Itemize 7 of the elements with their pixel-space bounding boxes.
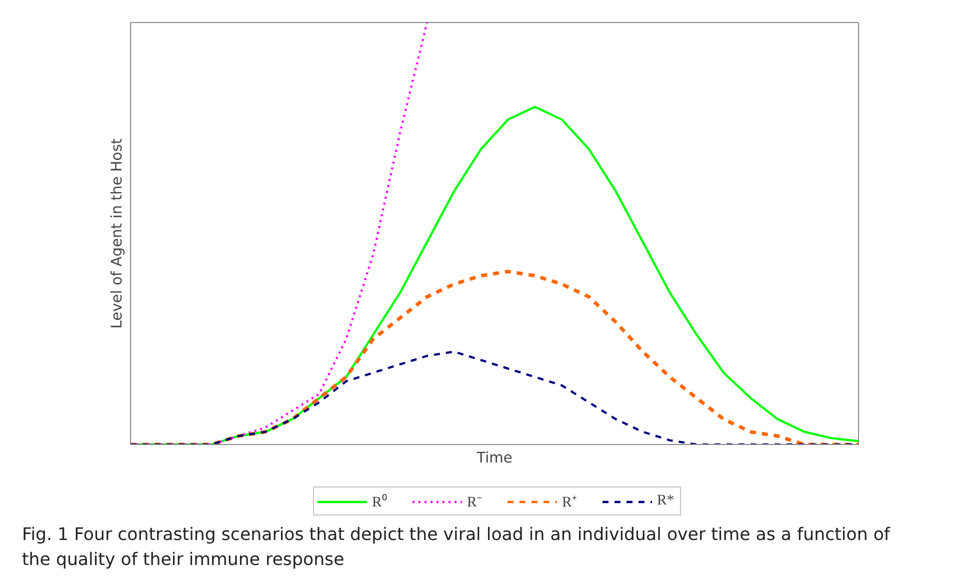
x-axis-title: Time (476, 450, 512, 466)
y-axis-title: Level of Agent in the Host (108, 138, 126, 329)
legend-label: R⁺ (562, 494, 578, 512)
legend-label: R⁻ (467, 494, 483, 512)
legend-label: R* (657, 492, 676, 510)
legend-label: R⁰ (372, 493, 388, 512)
caption: Fig. 1 Four contrasting scenarios that depict the viral load in an individual over time as a function of the quality of their immune response (22, 524, 892, 572)
